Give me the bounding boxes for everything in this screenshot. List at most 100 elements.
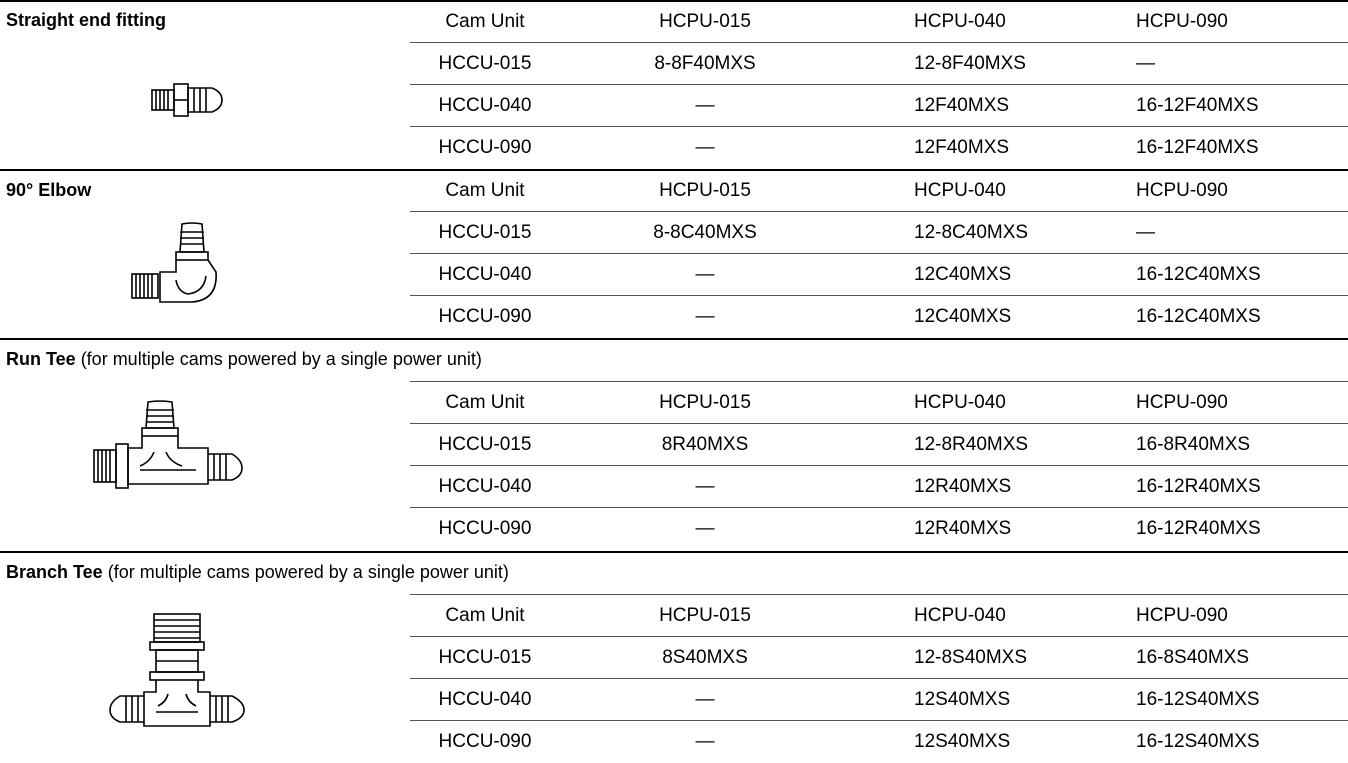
- table-cell: HCCU-015: [438, 222, 532, 243]
- header-hcpu-015: HCPU-015: [659, 392, 751, 413]
- table-cell: 12R40MXS: [914, 518, 1012, 539]
- row-divider: [410, 211, 1348, 212]
- section-rule: [0, 338, 1348, 340]
- table-cell: —: [695, 476, 715, 497]
- header-cam-unit: Cam Unit: [445, 605, 525, 626]
- header-hcpu-040: HCPU-040: [914, 11, 1006, 32]
- table-header-row: Cam Unit HCPU-015 HCPU-040 HCPU-090: [410, 170, 1348, 212]
- table-cell: 16-12S40MXS: [1136, 689, 1260, 710]
- row-divider: [410, 507, 1348, 508]
- section-title-straight: Straight end fitting: [6, 10, 166, 30]
- table-cell: HCCU-015: [438, 434, 532, 455]
- table-cell: —: [695, 264, 715, 285]
- header-hcpu-015: HCPU-015: [659, 180, 751, 201]
- row-divider: [410, 126, 1348, 127]
- table-cell: 8R40MXS: [661, 434, 749, 455]
- table-cell: 12S40MXS: [914, 689, 1011, 710]
- table-row: HCCU-090 — 12F40MXS 16-12F40MXS: [410, 127, 1348, 169]
- table-cell: 12R40MXS: [914, 476, 1012, 497]
- table-row: HCCU-040 — 12C40MXS 16-12C40MXS: [410, 254, 1348, 296]
- table-cell: HCCU-090: [438, 518, 532, 539]
- table-cell: 12C40MXS: [914, 306, 1012, 327]
- table-cell: 8-8F40MXS: [654, 53, 756, 74]
- header-hcpu-040: HCPU-040: [914, 392, 1006, 413]
- header-hcpu-090: HCPU-090: [1136, 392, 1228, 413]
- row-divider: [410, 253, 1348, 254]
- table-cell: —: [695, 518, 715, 539]
- table-row: HCCU-015 8-8C40MXS 12-8C40MXS —: [410, 212, 1348, 254]
- table-cell: 12F40MXS: [914, 137, 1010, 158]
- table-cell: —: [1136, 222, 1155, 243]
- table-cell: 16-8R40MXS: [1136, 434, 1251, 455]
- section-rule: [0, 551, 1348, 553]
- table-row: HCCU-090 — 12R40MXS 16-12R40MXS: [410, 508, 1348, 550]
- table-cell: 16-12R40MXS: [1136, 518, 1261, 539]
- section-title-branch-tee: Branch Tee (for multiple cams powered by…: [6, 562, 509, 582]
- table-top-rule: [410, 594, 1348, 595]
- row-divider: [410, 423, 1348, 424]
- run-tee-icon: [93, 400, 243, 489]
- table-cell: —: [695, 306, 715, 327]
- header-hcpu-040: HCPU-040: [914, 180, 1006, 201]
- table-cell: 16-12R40MXS: [1136, 476, 1261, 497]
- table-cell: 16-12S40MXS: [1136, 731, 1260, 752]
- table-cell: 12S40MXS: [914, 731, 1011, 752]
- straight-fitting-icon: [151, 83, 223, 117]
- row-divider: [410, 465, 1348, 466]
- table-cell: 16-12F40MXS: [1136, 137, 1259, 158]
- table-cell: —: [695, 689, 715, 710]
- table-row: HCCU-015 8R40MXS 12-8R40MXS 16-8R40MXS: [410, 424, 1348, 466]
- table-cell: 16-12F40MXS: [1136, 95, 1259, 116]
- table-top-rule: [410, 381, 1348, 382]
- table-cell: HCCU-090: [438, 137, 532, 158]
- header-hcpu-090: HCPU-090: [1136, 605, 1228, 626]
- header-hcpu-015: HCPU-015: [659, 11, 751, 32]
- table-cell: HCCU-040: [438, 95, 532, 116]
- table-cell: 12F40MXS: [914, 95, 1010, 116]
- table-cell: HCCU-090: [438, 731, 532, 752]
- row-divider: [410, 720, 1348, 721]
- branch-tee-icon: [109, 613, 245, 727]
- table-cell: HCCU-040: [438, 476, 532, 497]
- table-row: HCCU-015 8-8F40MXS 12-8F40MXS —: [410, 43, 1348, 85]
- row-divider: [410, 636, 1348, 637]
- row-divider: [410, 295, 1348, 296]
- table-cell: 8-8C40MXS: [653, 222, 757, 243]
- table-cell: 16-12C40MXS: [1136, 306, 1261, 327]
- table-cell: HCCU-090: [438, 306, 532, 327]
- header-hcpu-090: HCPU-090: [1136, 11, 1228, 32]
- table-row: HCCU-090 — 12S40MXS 16-12S40MXS: [410, 721, 1348, 763]
- table-row: HCCU-015 8S40MXS 12-8S40MXS 16-8S40MXS: [410, 637, 1348, 679]
- section-title-elbow: 90° Elbow: [6, 180, 92, 200]
- table-row: HCCU-090 — 12C40MXS 16-12C40MXS: [410, 296, 1348, 338]
- table-row: HCCU-040 — 12R40MXS 16-12R40MXS: [410, 466, 1348, 508]
- row-divider: [410, 84, 1348, 85]
- header-hcpu-015: HCPU-015: [659, 605, 751, 626]
- table-cell: 12-8F40MXS: [914, 53, 1026, 74]
- table-cell: HCCU-015: [438, 53, 532, 74]
- table-cell: —: [695, 731, 715, 752]
- table-row: HCCU-040 — 12F40MXS 16-12F40MXS: [410, 85, 1348, 127]
- table-cell: 16-8S40MXS: [1136, 647, 1250, 668]
- table-header-row: Cam Unit HCPU-015 HCPU-040 HCPU-090: [410, 382, 1348, 424]
- table-cell: 8S40MXS: [662, 647, 748, 668]
- header-cam-unit: Cam Unit: [445, 180, 525, 201]
- table-cell: HCCU-040: [438, 689, 532, 710]
- table-cell: —: [1136, 53, 1155, 74]
- table-cell: 12-8R40MXS: [914, 434, 1029, 455]
- table-cell: —: [695, 137, 715, 158]
- section-title-run-tee: Run Tee (for multiple cams powered by a …: [6, 349, 482, 369]
- table-cell: 16-12C40MXS: [1136, 264, 1261, 285]
- table-cell: 12-8C40MXS: [914, 222, 1029, 243]
- table-cell: 12C40MXS: [914, 264, 1012, 285]
- header-hcpu-090: HCPU-090: [1136, 180, 1228, 201]
- top-rule: [0, 0, 1348, 2]
- table-cell: HCCU-015: [438, 647, 532, 668]
- row-divider: [410, 42, 1348, 43]
- section-rule: [0, 169, 1348, 171]
- table-cell: —: [695, 95, 715, 116]
- table-header-row: Cam Unit HCPU-015 HCPU-040 HCPU-090: [410, 1, 1348, 43]
- elbow-fitting-icon: [131, 222, 217, 303]
- header-cam-unit: Cam Unit: [445, 11, 525, 32]
